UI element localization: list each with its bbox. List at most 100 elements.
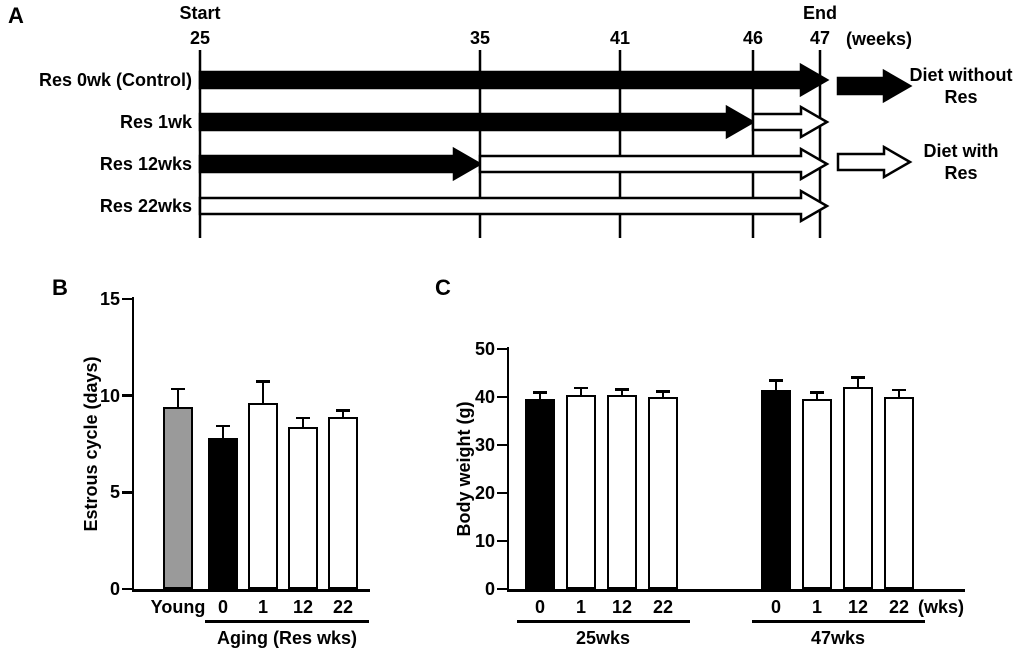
bodyweight-error-cap-3 [656, 390, 670, 393]
estrous-bar-1-0 [208, 438, 238, 589]
estrous-y-tick-label: 10 [99, 385, 120, 406]
estrous-x-category-label-0: Young [150, 597, 206, 617]
bodyweight-error-bar-6 [857, 376, 859, 388]
estrous-error-bar-1 [222, 424, 224, 439]
bodyweight-group-underline-0 [517, 620, 690, 623]
legend-arrow-white [836, 144, 913, 180]
bodyweight-bar-3-22 [648, 397, 678, 589]
bodyweight-x-category-label-4: 0 [770, 597, 781, 617]
legend-label-diet-without-res: Diet without Res [909, 65, 1013, 107]
estrous-y-tick [122, 394, 132, 397]
bodyweight-bar-0-0 [525, 399, 555, 589]
bodyweight-error-cap-1 [574, 386, 588, 390]
timeline-arrow-white [198, 188, 830, 224]
bodyweight-y-axis-title: Body weight (g) [454, 401, 474, 537]
bodyweight-x-category-label-7: 22 [888, 597, 910, 617]
bodyweight-y-tick-label: 30 [474, 435, 495, 455]
bodyweight-error-cap-6 [851, 376, 865, 379]
bodyweight-y-tick [497, 539, 507, 543]
timeline-tick-label: 35 [469, 28, 491, 48]
panel-c-label: C [435, 275, 451, 300]
timeline-arrow-black [198, 104, 756, 140]
bodyweight-y-tick [497, 443, 507, 447]
bodyweight-error-bar-3 [662, 390, 664, 397]
timeline-tick-label: 46 [742, 28, 764, 48]
timeline-tick-label: 41 [609, 28, 631, 48]
legend-arrow-black [836, 68, 913, 104]
bodyweight-x-axis-unit-label: (wks) [918, 597, 965, 617]
estrous-error-cap-2 [256, 380, 270, 383]
timeline-row-label: Res 22wks [99, 196, 192, 216]
bodyweight-error-bar-7 [898, 388, 900, 397]
bodyweight-x-category-label-2: 12 [611, 597, 633, 617]
estrous-bar-3-12 [288, 426, 318, 589]
bodyweight-error-cap-2 [615, 388, 629, 391]
estrous-bar-2-1 [248, 403, 278, 589]
estrous-x-category-label-1: 0 [217, 597, 228, 617]
panel-a-label: A [8, 3, 24, 28]
bodyweight-y-tick [497, 347, 507, 351]
timeline-arrow-white [751, 104, 830, 140]
bodyweight-error-bar-4 [775, 379, 777, 390]
bodyweight-error-cap-7 [892, 388, 906, 392]
timeline-arrow-white [478, 146, 830, 182]
bodyweight-y-tick [497, 491, 507, 495]
timeline-tick-label: 47 [809, 28, 831, 48]
bodyweight-group-label-1: 47wks [810, 628, 866, 648]
estrous-group-underline-0 [205, 620, 369, 623]
timeline-arrow-black [198, 62, 830, 98]
bodyweight-y-tick-label: 40 [474, 387, 495, 407]
bodyweight-y-tick-label: 20 [474, 483, 495, 503]
bodyweight-bar-2-12 [607, 394, 637, 589]
estrous-y-axis-title: Estrous cycle (days) [81, 356, 101, 532]
estrous-error-bar-2 [262, 380, 264, 404]
timeline-end-label: End [803, 3, 837, 23]
estrous-error-cap-1 [216, 424, 230, 428]
timeline-diagram [198, 50, 913, 238]
bodyweight-y-tick [497, 395, 507, 399]
estrous-x-axis [131, 589, 370, 592]
bodyweight-error-cap-5 [810, 391, 824, 394]
timeline-row-label: Res 12wks [99, 154, 192, 174]
estrous-x-category-label-2: 1 [257, 597, 268, 617]
bodyweight-bar-7-22 [884, 397, 914, 589]
estrous-y-tick [122, 297, 132, 301]
bodyweight-error-cap-4 [769, 379, 783, 382]
bodyweight-x-category-label-1: 1 [575, 597, 586, 617]
bodyweight-y-tick-label: 0 [484, 579, 495, 599]
estrous-x-category-label-3: 12 [292, 597, 314, 617]
estrous-bar-0-young [163, 407, 193, 589]
estrous-error-cap-0 [171, 387, 185, 391]
estrous-error-cap-3 [296, 416, 310, 420]
bodyweight-error-bar-2 [621, 388, 623, 395]
estrous-bar-4-22 [328, 416, 358, 589]
bodyweight-error-bar-5 [816, 391, 818, 400]
bodyweight-bar-6-12 [843, 387, 873, 589]
estrous-y-tick-label: 15 [99, 289, 120, 309]
bodyweight-y-tick-label: 10 [474, 531, 495, 551]
bodyweight-bar-4-0 [761, 389, 791, 589]
estrous-y-axis [131, 297, 134, 592]
timeline-weeks-unit-label: (weeks) [846, 29, 913, 49]
bodyweight-error-bar-1 [580, 386, 582, 395]
bodyweight-x-category-label-6: 12 [847, 597, 869, 617]
estrous-group-label-0: Aging (Res wks) [216, 628, 358, 648]
bodyweight-error-cap-0 [533, 391, 547, 394]
timeline-row-label: Res 1wk [119, 112, 192, 132]
bodyweight-y-tick [497, 587, 507, 591]
bodyweight-x-category-label-5: 1 [811, 597, 822, 617]
estrous-x-category-label-4: 22 [332, 597, 354, 617]
estrous-y-tick [122, 491, 132, 494]
bodyweight-bar-5-1 [802, 399, 832, 589]
estrous-error-bar-3 [302, 416, 304, 427]
bodyweight-group-underline-1 [752, 620, 925, 623]
legend-label-diet-with-res: Diet with Res [923, 141, 999, 183]
bodyweight-bar-1-1 [566, 394, 596, 589]
bodyweight-error-bar-0 [539, 391, 541, 400]
bodyweight-x-category-label-3: 22 [652, 597, 674, 617]
estrous-y-tick-label: 0 [109, 579, 120, 599]
estrous-error-bar-0 [177, 387, 179, 408]
bodyweight-group-label-0: 25wks [575, 628, 631, 648]
timeline-arrow-black [198, 146, 483, 182]
